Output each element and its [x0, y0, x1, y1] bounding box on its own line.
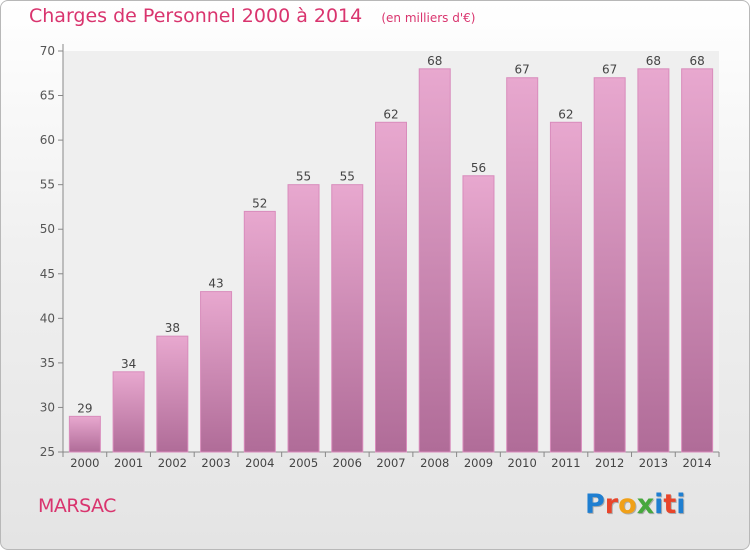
data-label: 62	[558, 107, 573, 121]
data-label: 29	[77, 401, 92, 415]
y-tick-label: 50	[40, 222, 55, 236]
data-label: 55	[340, 170, 355, 184]
x-tick-label: 2002	[158, 456, 187, 470]
bar	[418, 68, 451, 453]
bar	[200, 291, 233, 453]
y-tick-label: 35	[40, 356, 55, 370]
data-label: 56	[471, 161, 486, 175]
logo-letter: o	[618, 489, 637, 520]
logo-letter: P	[585, 489, 605, 520]
bar	[462, 175, 495, 453]
logo-letter: i	[676, 489, 686, 520]
bar	[112, 371, 145, 453]
y-tick-label: 65	[40, 89, 55, 103]
data-label: 52	[252, 196, 267, 210]
data-label: 38	[165, 321, 180, 335]
y-tick-label: 40	[40, 311, 55, 325]
bar	[156, 335, 189, 453]
data-label: 55	[296, 170, 311, 184]
bar	[243, 210, 276, 453]
bar	[375, 121, 407, 453]
y-tick-label: 25	[40, 445, 55, 459]
data-label: 34	[121, 357, 136, 371]
x-tick-label: 2009	[464, 456, 493, 470]
x-tick-label: 2003	[201, 456, 230, 470]
x-tick-label: 2000	[70, 456, 99, 470]
data-label: 68	[427, 54, 442, 68]
logo-letter: r	[604, 489, 619, 520]
x-tick-label: 2005	[289, 456, 318, 470]
proxiti-logo: Proxiti	[585, 489, 686, 520]
data-label: 62	[383, 107, 398, 121]
place-name: MARSAC	[38, 495, 116, 517]
bar	[637, 68, 670, 453]
logo-letter: t	[663, 489, 677, 520]
bar	[549, 121, 582, 453]
bar	[287, 184, 320, 453]
y-tick-label: 55	[40, 178, 55, 192]
y-tick-label: 60	[40, 133, 55, 147]
y-tick-label: 70	[40, 44, 55, 58]
data-label: 43	[208, 277, 223, 291]
bar	[681, 68, 714, 453]
x-tick-label: 2008	[420, 456, 449, 470]
logo-letter: i	[654, 489, 664, 520]
bar	[506, 77, 539, 453]
x-tick-label: 2001	[114, 456, 143, 470]
x-tick-label: 2004	[245, 456, 274, 470]
x-tick-label: 2007	[376, 456, 405, 470]
x-tick-label: 2013	[639, 456, 668, 470]
data-label: 68	[689, 54, 704, 68]
y-tick-label: 30	[40, 400, 55, 414]
title-row: Charges de Personnel 2000 à 2014 (en mil…	[29, 5, 475, 27]
data-label: 67	[602, 63, 617, 77]
x-tick-label: 2011	[551, 456, 580, 470]
x-tick-label: 2012	[595, 456, 624, 470]
x-tick-label: 2014	[682, 456, 711, 470]
x-tick-label: 2010	[508, 456, 537, 470]
chart-title: Charges de Personnel 2000 à 2014	[29, 5, 363, 27]
x-tick-label: 2006	[333, 456, 362, 470]
logo-letter: x	[636, 489, 655, 520]
y-tick-label: 45	[40, 267, 55, 281]
bar	[331, 184, 364, 453]
bar	[593, 77, 626, 453]
data-label: 68	[646, 54, 661, 68]
chart-subtitle: (en milliers d'€)	[381, 11, 476, 25]
data-label: 67	[515, 63, 530, 77]
bar	[68, 415, 101, 453]
